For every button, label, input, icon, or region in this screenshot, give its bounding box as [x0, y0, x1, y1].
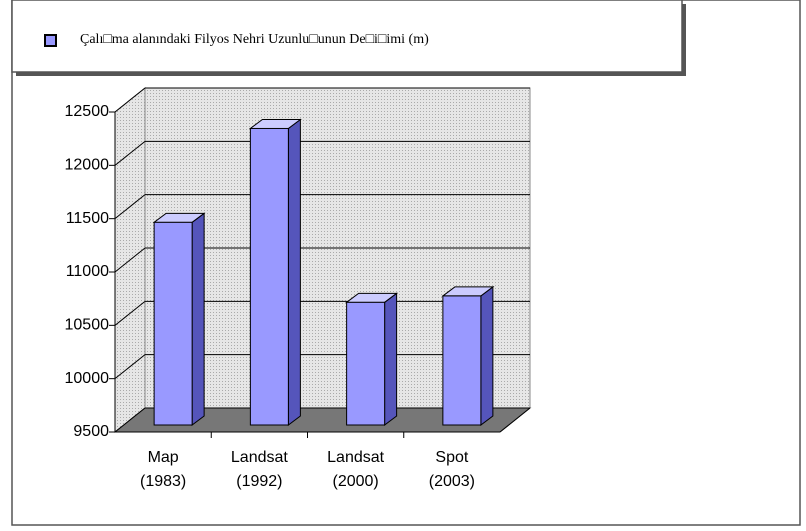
- legend-box: [11, 0, 683, 73]
- bar: [441, 285, 495, 426]
- bar-side: [287, 118, 301, 426]
- legend-swatch: [44, 34, 57, 47]
- grid-line-side: [114, 194, 146, 220]
- grid-line-side: [114, 247, 146, 273]
- legend-label: Çalı□ma alanındaki Filyos Nehri Uzunlu□u…: [80, 32, 429, 47]
- x-tick-label: Landsat: [231, 449, 288, 466]
- y-tick-label: 9500: [73, 423, 109, 440]
- y-tick-label: 12500: [65, 103, 110, 120]
- x-tick-label: Spot: [435, 449, 468, 466]
- bar-front: [249, 127, 289, 426]
- grid-line-side: [114, 300, 146, 326]
- bar-side: [191, 212, 205, 426]
- x-tick-label: (1992): [236, 473, 282, 490]
- x-axis-end: [499, 407, 531, 433]
- grid-line-side: [114, 140, 146, 166]
- y-tick-label: 11500: [66, 210, 109, 227]
- bar-side: [480, 285, 494, 426]
- bar: [345, 292, 399, 426]
- grid-line-side: [114, 354, 146, 380]
- grid-line-side: [114, 87, 146, 113]
- bar-side: [384, 292, 398, 426]
- y-tick-label: 10500: [65, 317, 110, 334]
- y-tick-label: 10000: [65, 370, 110, 387]
- x-tick-label: Landsat: [327, 449, 384, 466]
- x-tick-label: (1983): [140, 473, 186, 490]
- bar-front: [442, 295, 482, 426]
- grid-line-side: [114, 407, 146, 433]
- x-tick-label: (2003): [429, 473, 475, 490]
- x-tick-label: (2000): [333, 473, 379, 490]
- bar-front: [346, 301, 386, 426]
- bar: [152, 212, 206, 426]
- y-tick-label: 11000: [66, 263, 109, 280]
- y-tick-label: 12000: [65, 157, 110, 174]
- x-tick-label: Map: [148, 449, 179, 466]
- bar-front: [153, 221, 193, 426]
- bar: [248, 118, 302, 426]
